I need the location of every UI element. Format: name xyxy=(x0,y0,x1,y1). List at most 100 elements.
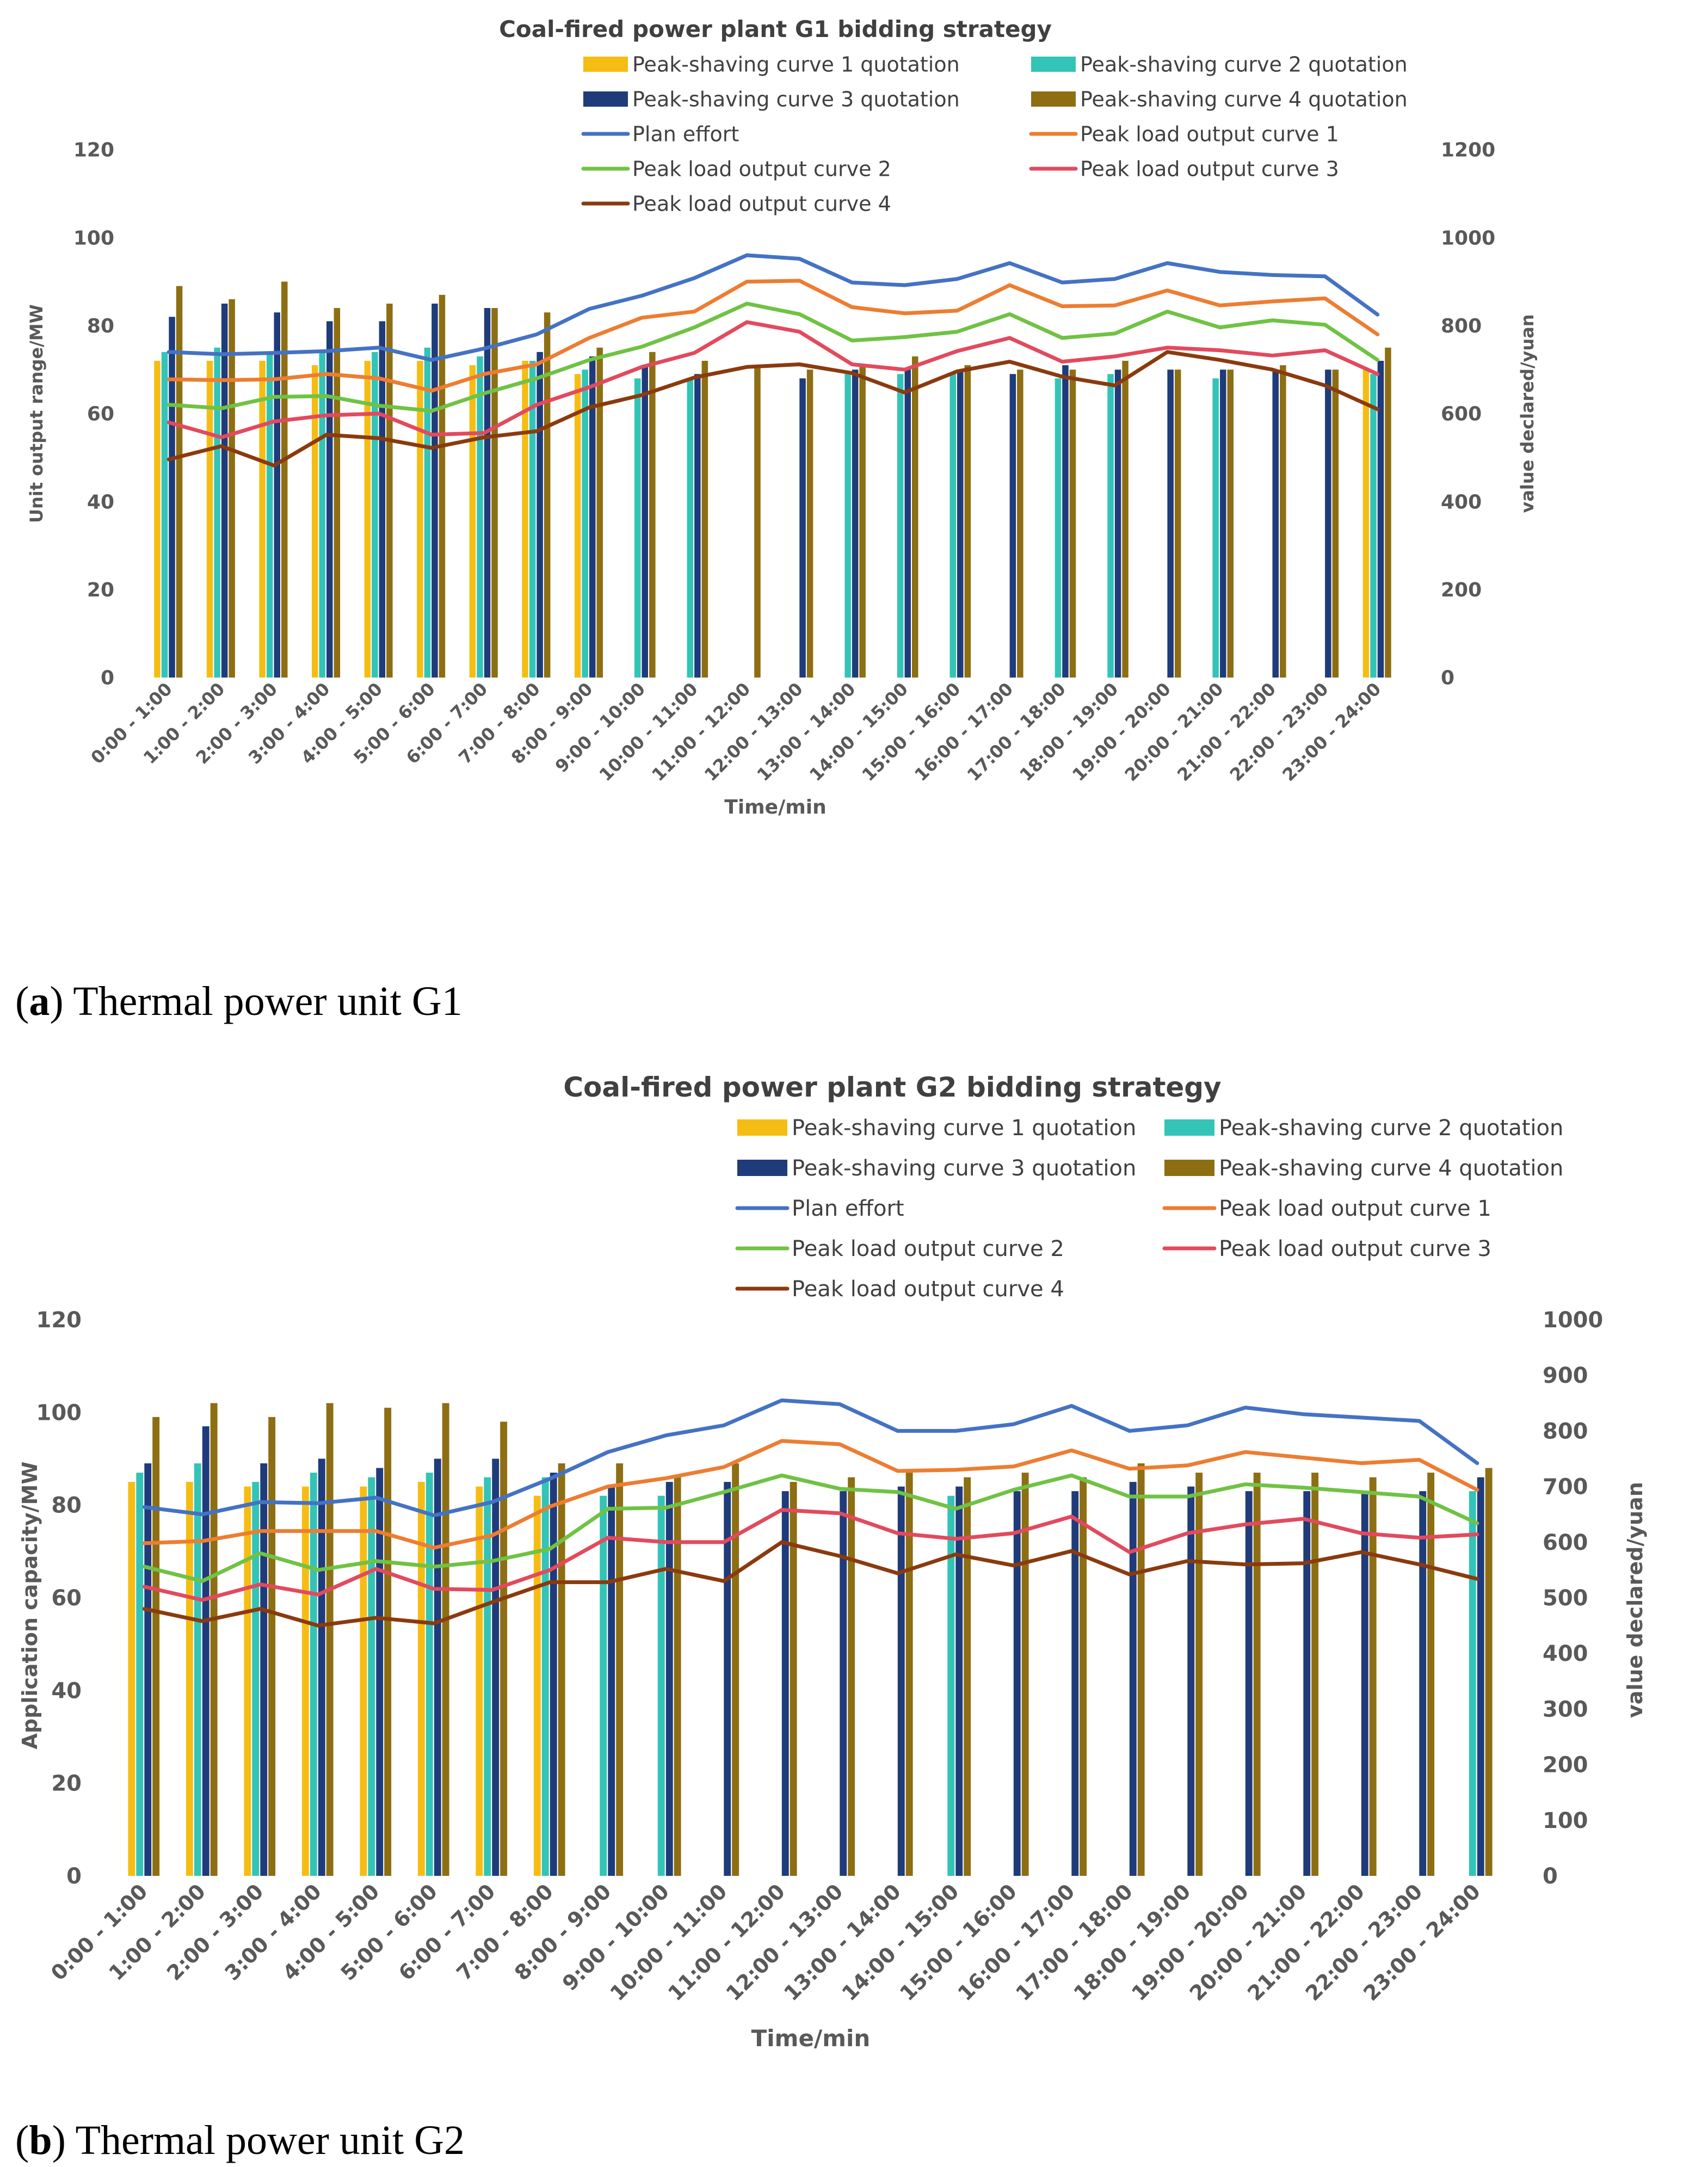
y-axis-title: Unit output range/MW xyxy=(26,304,47,523)
bar-peak-shaving-curve-3-quotation xyxy=(1272,370,1279,678)
bar-peak-shaving-curve-3-quotation xyxy=(694,374,701,678)
bar-peak-shaving-curve-4-quotation xyxy=(912,356,918,678)
bar-peak-shaving-curve-2-quotation xyxy=(687,378,694,678)
bar-peak-shaving-curve-1-quotation xyxy=(186,1482,193,1876)
legend-swatch-peak-shaving-curve-1-quotation xyxy=(583,57,628,72)
bar-peak-shaving-curve-4-quotation xyxy=(152,1417,160,1876)
bar-peak-shaving-curve-4-quotation xyxy=(1017,370,1023,678)
legend-swatch-peak-shaving-curve-4-quotation xyxy=(1164,1160,1214,1176)
legend-label-peak-load-output-curve-2: Peak load output curve 2 xyxy=(792,1236,1064,1261)
line-peak-load-output-curve-4 xyxy=(167,350,1380,467)
caption-b: (b) Thermal power unit G2 xyxy=(15,2117,465,2163)
caption-a-label: a xyxy=(29,978,50,1024)
bar-peak-shaving-curve-4-quotation xyxy=(1385,347,1391,678)
x-axis-title: Time/min xyxy=(751,2025,871,2052)
y2-tick-label: 100 xyxy=(1543,1808,1588,1833)
legend-label-plan-effort: Plan effort xyxy=(632,122,739,146)
y2-axis-title: value declared/yuan xyxy=(1517,314,1538,513)
legend-label-peak-shaving-curve-3-quotation: Peak-shaving curve 3 quotation xyxy=(792,1156,1136,1181)
chart-g2: Coal-fired power plant G2 bidding strate… xyxy=(18,1072,1647,2052)
bar-peak-shaving-curve-3-quotation xyxy=(1114,370,1121,678)
bar-peak-shaving-curve-3-quotation xyxy=(484,308,491,678)
bar-peak-shaving-curve-4-quotation xyxy=(334,308,341,678)
bar-peak-shaving-curve-3-quotation xyxy=(1220,370,1226,678)
bar-peak-shaving-curve-4-quotation xyxy=(558,1463,565,1876)
bar-peak-shaving-curve-3-quotation xyxy=(1303,1491,1311,1876)
bar-peak-shaving-curve-4-quotation xyxy=(1227,370,1234,678)
bar-peak-shaving-curve-2-quotation xyxy=(897,374,904,678)
bar-peak-shaving-curve-1-quotation xyxy=(522,361,528,678)
y-tick-label: 60 xyxy=(51,1586,82,1611)
bar-peak-shaving-curve-3-quotation xyxy=(1377,361,1384,678)
bar-peak-shaving-curve-2-quotation xyxy=(310,1473,317,1876)
bar-peak-shaving-curve-4-quotation xyxy=(674,1477,681,1876)
bar-peak-shaving-curve-4-quotation xyxy=(1369,1477,1377,1876)
bar-peak-shaving-curve-2-quotation xyxy=(161,352,168,678)
bar-peak-shaving-curve-4-quotation xyxy=(848,1477,855,1876)
bar-peak-shaving-curve-1-quotation xyxy=(259,361,266,678)
bar-peak-shaving-curve-3-quotation xyxy=(1245,1491,1253,1876)
bar-peak-shaving-curve-1-quotation xyxy=(533,1495,541,1876)
bar-peak-shaving-curve-4-quotation xyxy=(384,1407,392,1876)
bar-peak-shaving-curve-4-quotation xyxy=(1332,370,1339,678)
bar-peak-shaving-curve-2-quotation xyxy=(529,361,536,678)
bar-peak-shaving-curve-2-quotation xyxy=(477,356,483,678)
bar-peak-shaving-curve-2-quotation xyxy=(266,352,273,678)
legend-label-peak-shaving-curve-1-quotation: Peak-shaving curve 1 quotation xyxy=(632,52,960,76)
bar-peak-shaving-curve-3-quotation xyxy=(1477,1477,1484,1876)
bar-peak-shaving-curve-3-quotation xyxy=(221,303,228,678)
legend-label-peak-load-output-curve-3: Peak load output curve 3 xyxy=(1219,1236,1491,1261)
y2-tick-label: 600 xyxy=(1543,1530,1588,1555)
bar-peak-shaving-curve-2-quotation xyxy=(1469,1491,1476,1876)
line-peak-load-output-curve-3 xyxy=(167,320,1380,440)
bar-peak-shaving-curve-1-quotation xyxy=(360,1486,367,1876)
bar-peak-shaving-curve-4-quotation xyxy=(905,1473,913,1876)
y2-tick-label: 900 xyxy=(1543,1363,1588,1388)
caption-a: (a) Thermal power unit G1 xyxy=(15,978,463,1024)
bar-peak-shaving-curve-4-quotation xyxy=(1021,1473,1029,1876)
bar-peak-shaving-curve-3-quotation xyxy=(1062,365,1069,678)
bar-peak-shaving-curve-4-quotation xyxy=(701,361,708,678)
y2-tick-label: 200 xyxy=(1441,579,1482,601)
bar-peak-shaving-curve-3-quotation xyxy=(318,1458,325,1876)
bar-peak-shaving-curve-2-quotation xyxy=(319,352,325,678)
bar-peak-shaving-curve-4-quotation xyxy=(439,294,446,678)
bar-peak-shaving-curve-2-quotation xyxy=(426,1473,433,1876)
bar-peak-shaving-curve-3-quotation xyxy=(665,1482,673,1876)
bar-peak-shaving-curve-4-quotation xyxy=(229,299,235,678)
y-tick-label: 80 xyxy=(87,315,114,337)
bar-peak-shaving-curve-4-quotation xyxy=(544,312,551,678)
bar-peak-shaving-curve-4-quotation xyxy=(176,286,183,678)
bar-peak-shaving-curve-4-quotation xyxy=(500,1421,508,1876)
bar-peak-shaving-curve-3-quotation xyxy=(274,312,280,678)
bar-peak-shaving-curve-3-quotation xyxy=(492,1458,500,1876)
bar-peak-shaving-curve-1-quotation xyxy=(574,374,581,678)
bar-peak-shaving-curve-3-quotation xyxy=(1361,1491,1368,1876)
y2-tick-label: 1200 xyxy=(1441,139,1495,162)
line-peak-load-output-curve-3 xyxy=(142,1508,1479,1602)
bar-peak-shaving-curve-1-quotation xyxy=(312,365,318,678)
y2-tick-label: 300 xyxy=(1543,1697,1588,1722)
bar-peak-shaving-curve-1-quotation xyxy=(128,1482,135,1876)
bar-peak-shaving-curve-3-quotation xyxy=(1325,370,1331,678)
y-tick-label: 40 xyxy=(51,1678,82,1703)
bar-peak-shaving-curve-4-quotation xyxy=(442,1403,449,1876)
bar-peak-shaving-curve-2-quotation xyxy=(541,1477,549,1876)
bar-peak-shaving-curve-3-quotation xyxy=(1071,1491,1079,1876)
bar-peak-shaving-curve-4-quotation xyxy=(1253,1473,1261,1876)
bar-peak-shaving-curve-3-quotation xyxy=(1187,1486,1195,1876)
bar-peak-shaving-curve-4-quotation xyxy=(964,365,971,678)
bar-peak-shaving-curve-3-quotation xyxy=(642,365,648,678)
y2-tick-label: 0 xyxy=(1441,667,1454,690)
caption-b-label: b xyxy=(29,2117,52,2163)
x-tick-label: 9:00 - 10:00 xyxy=(551,679,649,777)
legend-label-peak-load-output-curve-3: Peak load output curve 3 xyxy=(1080,157,1339,181)
bar-peak-shaving-curve-3-quotation xyxy=(260,1463,268,1876)
bar-peak-shaving-curve-3-quotation xyxy=(169,317,175,678)
bar-peak-shaving-curve-2-quotation xyxy=(1055,378,1062,678)
bar-peak-shaving-curve-1-quotation xyxy=(301,1486,309,1876)
bar-peak-shaving-curve-3-quotation xyxy=(904,370,911,678)
bar-peak-shaving-curve-1-quotation xyxy=(476,1486,483,1876)
legend-swatch-peak-shaving-curve-2-quotation xyxy=(1031,57,1076,72)
